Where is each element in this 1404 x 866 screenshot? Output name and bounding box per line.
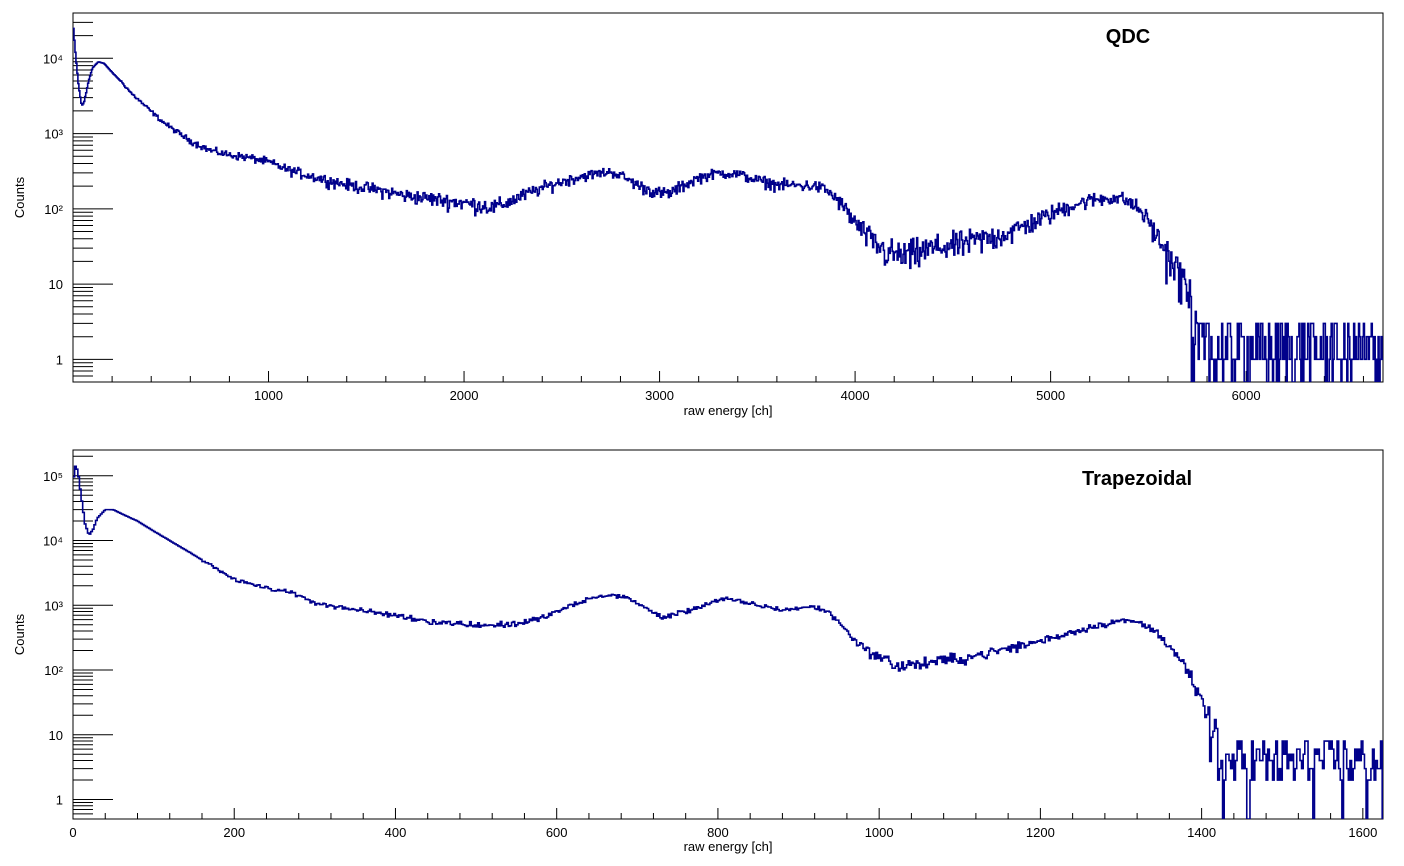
trapezoidal-panel: 0 200 400 600 800 1000 1200 1400 1600 1 10 10² 10³ 10… xyxy=(12,449,1384,854)
x-tick-label: 3000 xyxy=(645,388,674,403)
y-tick-label: 10 xyxy=(49,728,63,743)
qdc-panel: 1000 2000 3000 4000 5000 6000 1 10 10² 10³ 10⁴ raw … xyxy=(12,12,1384,418)
y-tick-label: 1 xyxy=(56,793,63,808)
x-tick-label: 1200 xyxy=(1026,825,1055,840)
x-tick-label: 4000 xyxy=(841,388,870,403)
y-tick-label: 10³ xyxy=(44,127,63,142)
x-axis-label: raw energy [ch] xyxy=(684,839,773,854)
x-tick-label: 2000 xyxy=(450,388,479,403)
y-tick-label: 10⁴ xyxy=(43,534,63,549)
y-tick-label: 10 xyxy=(49,277,63,292)
x-tick-label: 600 xyxy=(546,825,568,840)
y-tick-label: 10² xyxy=(44,663,63,678)
y-tick-label: 10³ xyxy=(44,598,63,613)
y-tick-label: 10⁴ xyxy=(43,51,63,66)
y-tick-label: 10⁵ xyxy=(43,469,63,484)
x-axis-label: raw energy [ch] xyxy=(684,403,773,418)
panel-title: Trapezoidal xyxy=(1082,468,1192,490)
x-tick-label: 1000 xyxy=(254,388,283,403)
y-axis-label: Counts xyxy=(12,176,27,218)
y-axis-label: Counts xyxy=(12,613,27,655)
plot-frame xyxy=(72,12,1384,383)
x-tick-label: 400 xyxy=(385,825,407,840)
x-tick-label: 6000 xyxy=(1232,388,1261,403)
histogram-series xyxy=(73,465,1383,819)
x-tick-label: 5000 xyxy=(1036,388,1065,403)
panel-title: QDC xyxy=(1106,26,1150,48)
x-tick-label: 800 xyxy=(707,825,729,840)
histogram-series xyxy=(73,27,1383,382)
y-tick-label: 1 xyxy=(56,352,63,367)
y-tick-label: 10² xyxy=(44,202,63,217)
x-tick-label: 1600 xyxy=(1348,825,1377,840)
x-tick-label: 1000 xyxy=(865,825,894,840)
x-tick-label: 200 xyxy=(223,825,245,840)
x-tick-label: 0 xyxy=(69,825,76,840)
plot-frame xyxy=(72,449,1384,820)
x-tick-label: 1400 xyxy=(1187,825,1216,840)
